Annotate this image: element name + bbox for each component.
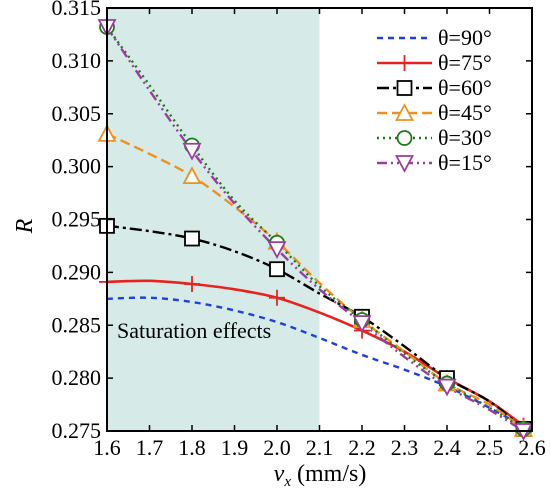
legend-label-theta-45: θ=45°	[438, 100, 492, 125]
legend-label-theta-90: θ=90°	[438, 25, 492, 50]
marker-theta-15	[267, 241, 287, 260]
legend-label-theta-75: θ=75°	[438, 50, 492, 75]
x-tick-label: 1.9	[221, 435, 249, 460]
legend-label-theta-15: θ=15°	[438, 150, 492, 175]
marker-theta-60	[269, 261, 285, 278]
y-tick-label: 0.295	[52, 207, 102, 232]
marker-theta-60	[184, 230, 200, 247]
x-tick-label: 2.2	[348, 435, 376, 460]
x-tick-label: 1.8	[178, 435, 206, 460]
legend-marker-theta-75	[396, 55, 413, 71]
x-tick-label: 2.6	[518, 435, 546, 460]
y-tick-label: 0.305	[52, 101, 102, 126]
legend-marker-theta-45	[395, 103, 414, 121]
x-tick-label: 2.4	[433, 435, 461, 460]
y-tick-label: 0.285	[52, 312, 102, 337]
marker-theta-45	[182, 166, 202, 185]
shaded-region	[107, 8, 320, 431]
series-line-theta-30	[107, 26, 525, 430]
legend-marker-theta-60	[396, 80, 413, 96]
x-tick-label: 2.0	[263, 435, 291, 460]
x-tick-label: 1.7	[136, 435, 164, 460]
x-tick-label: 2.5	[476, 435, 504, 460]
legend-marker-theta-30	[396, 130, 413, 146]
marker-theta-15	[182, 142, 202, 161]
annotation-saturation: Saturation effects	[117, 318, 271, 343]
series-line-theta-90	[107, 296, 525, 428]
series-line-theta-60	[107, 224, 525, 430]
y-tick-label: 0.280	[52, 365, 102, 390]
x-tick-label: 1.6	[93, 435, 121, 460]
series-line-theta-15	[107, 26, 525, 431]
y-tick-label: 0.290	[52, 259, 102, 284]
x-axis-label: vx (mm/s)	[274, 461, 367, 490]
y-axis-label: R	[12, 218, 38, 234]
legend-label-theta-60: θ=60°	[438, 75, 492, 100]
marker-theta-75	[184, 276, 200, 293]
marker-theta-15	[352, 315, 372, 334]
marker-theta-15	[437, 378, 457, 397]
legend-label-theta-30: θ=30°	[438, 125, 492, 150]
y-tick-label: 0.300	[52, 154, 102, 179]
y-tick-label: 0.315	[52, 0, 102, 20]
y-tick-label: 0.275	[52, 418, 102, 443]
legend-marker-theta-15	[395, 155, 414, 173]
x-tick-label: 2.1	[306, 435, 334, 460]
x-tick-label: 2.3	[391, 435, 419, 460]
marker-theta-75	[269, 289, 285, 306]
y-tick-label: 0.310	[52, 48, 102, 73]
